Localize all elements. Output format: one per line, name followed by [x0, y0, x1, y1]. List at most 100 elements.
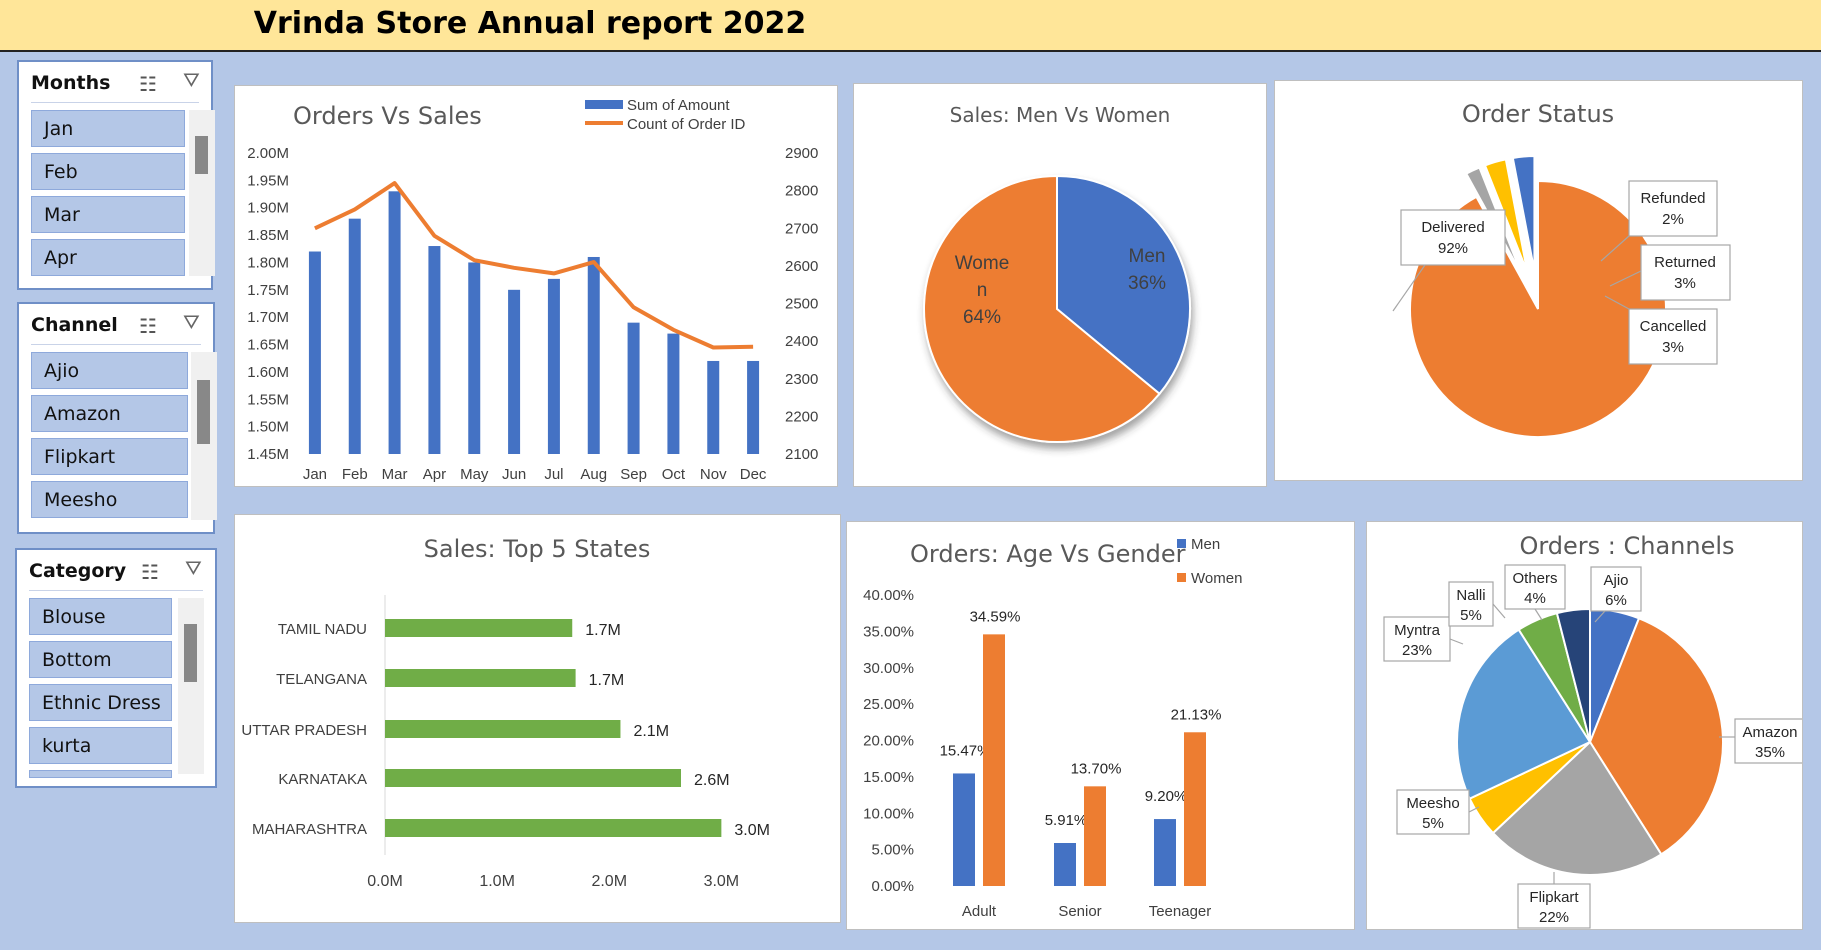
bar-data-label: 21.13% [1171, 706, 1222, 723]
bar-amount-feb [348, 218, 361, 454]
bar-men-teenager [1154, 819, 1176, 886]
slice-data-label: 35% [1755, 744, 1785, 761]
slice-data-label: Cancelled [1640, 318, 1707, 335]
slicer-item-flipkart[interactable]: Flipkart [31, 438, 188, 475]
right-axis-tick-label: 2600 [785, 258, 818, 275]
multi-select-icon[interactable]: ☷ [139, 74, 157, 96]
slice-data-label: 5% [1460, 607, 1482, 624]
slice-data-label: Meesho [1406, 795, 1459, 812]
leader-line [1468, 806, 1480, 813]
slicer-item-amazon[interactable]: Amazon [31, 395, 188, 432]
slicer-scrollbar[interactable] [178, 598, 204, 774]
x-axis-tick-label: 2.0M [591, 873, 627, 890]
top-states-panel[interactable]: Sales: Top 5 States TAMIL NADU 1.7M TELANGA… [234, 514, 841, 923]
leader-line [1492, 603, 1506, 619]
category-slicer[interactable]: Category ☷ ⛛ Blouse Bottom Ethnic Dress … [15, 548, 217, 788]
bar-amount-jan [308, 251, 321, 454]
slicer-item-meesho[interactable]: Meesho [31, 481, 188, 518]
multi-select-icon[interactable]: ☷ [139, 316, 157, 338]
bar-data-label: 3.0M [734, 822, 770, 839]
left-axis-tick-label: 1.80M [247, 254, 289, 271]
slicer-item-jan[interactable]: Jan [31, 110, 185, 147]
x-axis-tick-label: Aug [580, 466, 607, 483]
right-axis-tick-label: 2200 [785, 408, 818, 425]
slicer-item-blouse[interactable]: Blouse [29, 598, 172, 635]
slicer-header: Channel ☷ ⛛ [31, 312, 201, 345]
men-vs-women-panel[interactable]: Sales: Men Vs Women Men 36% Wome n 64% [853, 83, 1267, 487]
left-axis-tick-label: 1.95M [247, 172, 289, 189]
slicer-item-feb[interactable]: Feb [31, 153, 185, 190]
top-states-chart: Sales: Top 5 States TAMIL NADU 1.7M TELANGA… [241, 535, 770, 890]
leader-line [1604, 295, 1630, 310]
x-axis-tick-label: Senior [1058, 903, 1101, 920]
bar-data-label: 1.7M [589, 672, 625, 689]
x-axis-tick-label: 1.0M [479, 873, 515, 890]
order-status-panel[interactable]: Order Status Delivered 92% Refunded 2% Return… [1274, 80, 1803, 481]
left-axis-tick-label: 2.00M [247, 145, 289, 162]
right-axis-tick-label: 2800 [785, 183, 818, 200]
bar-tamil-nadu [385, 619, 573, 637]
slice-data-label: 92% [1438, 240, 1468, 257]
right-axis-tick-label: 2700 [785, 220, 818, 237]
bar-data-label: 34.59% [970, 608, 1021, 625]
multi-select-icon[interactable]: ☷ [141, 562, 159, 584]
y-axis-tick-label: 0.00% [871, 878, 914, 895]
chart-title: Order Status [1462, 100, 1614, 128]
slicer-item-kurta[interactable]: kurta [29, 727, 172, 764]
x-axis-tick-label: Apr [423, 466, 446, 483]
slicer-item-partial[interactable] [29, 770, 172, 778]
right-axis-tick-label: 2400 [785, 333, 818, 350]
slice-data-label: Refunded [1640, 190, 1705, 207]
pie-slice-men36 [1056, 174, 1191, 396]
bar-amount-oct [667, 333, 680, 454]
months-slicer[interactable]: Months ☷ ⛛ Jan Feb Mar Apr [17, 60, 215, 290]
clear-filter-icon[interactable]: ⛛ [183, 70, 200, 92]
order-status-chart: Order Status Delivered 92% Refunded 2% Return… [1392, 100, 1731, 438]
y-axis-tick-label: 25.00% [863, 696, 914, 713]
data-label-box [1640, 244, 1731, 301]
leader-line [1600, 235, 1630, 262]
slice-data-label: 3% [1674, 275, 1696, 292]
bar-telangana [385, 669, 576, 687]
slice-data-label: Nalli [1456, 587, 1485, 604]
slice-data-label: 2% [1662, 211, 1684, 228]
data-label-box [1590, 566, 1642, 612]
scrollbar-thumb[interactable] [197, 380, 210, 444]
slicer-scrollbar[interactable] [191, 352, 217, 520]
slicer-header: Months ☷ ⛛ [31, 70, 200, 103]
pie-slice-cancelled [1511, 154, 1536, 272]
y-axis-tick-label: 40.00% [863, 587, 914, 604]
slicer-item-ethnic-dress[interactable]: Ethnic Dress [29, 684, 172, 721]
orders-vs-sales-chart: Orders Vs Sales Sum of Amount Count of Ord… [247, 97, 818, 483]
slicer-scrollbar[interactable] [189, 110, 215, 276]
left-axis-tick-label: 1.90M [247, 200, 289, 217]
x-axis-tick-label: May [460, 466, 489, 483]
right-axis-tick-label: 2100 [785, 446, 818, 463]
bar-maharashtra [385, 819, 722, 837]
clear-filter-icon[interactable]: ⛛ [185, 558, 202, 580]
x-axis-tick-label: Sep [620, 466, 647, 483]
orders-vs-sales-panel[interactable]: Orders Vs Sales Sum of Amount Count of Ord… [234, 85, 838, 487]
scrollbar-thumb[interactable] [184, 624, 197, 682]
slicer-item-bottom[interactable]: Bottom [29, 641, 172, 678]
left-axis-tick-label: 1.50M [247, 419, 289, 436]
bar-amount-apr [428, 246, 441, 454]
x-axis-tick-label: Mar [382, 466, 408, 483]
orders-channels-chart: Orders : Channels Ajio 6% Amazon 35% Flipkart… [1383, 532, 1806, 929]
chart-title: Orders : Channels [1519, 532, 1734, 560]
slice-data-label: Amazon [1742, 724, 1797, 741]
channel-slicer[interactable]: Channel ☷ ⛛ Ajio Amazon Flipkart Meesho [17, 302, 217, 534]
orders-channels-panel[interactable]: Orders : Channels Ajio 6% Amazon 35% Flipkart… [1366, 521, 1806, 930]
slicer-title: Months [31, 72, 111, 94]
scrollbar-thumb[interactable] [195, 136, 208, 174]
slicer-item-mar[interactable]: Mar [31, 196, 185, 233]
clear-filter-icon[interactable]: ⛛ [183, 312, 200, 334]
x-axis-tick-label: Oct [662, 466, 686, 483]
age-vs-gender-panel[interactable]: Orders: Age Vs Gender Men Women 40.00% 35.00… [846, 521, 1355, 930]
bar-data-label: 15.47% [940, 742, 991, 759]
slicer-item-apr[interactable]: Apr [31, 239, 185, 276]
slicer-item-ajio[interactable]: Ajio [31, 352, 188, 389]
bar-data-label: 5.91% [1045, 812, 1088, 829]
chart-title: Sales: Men Vs Women [950, 103, 1171, 127]
bar-data-label: 9.20% [1145, 788, 1188, 805]
